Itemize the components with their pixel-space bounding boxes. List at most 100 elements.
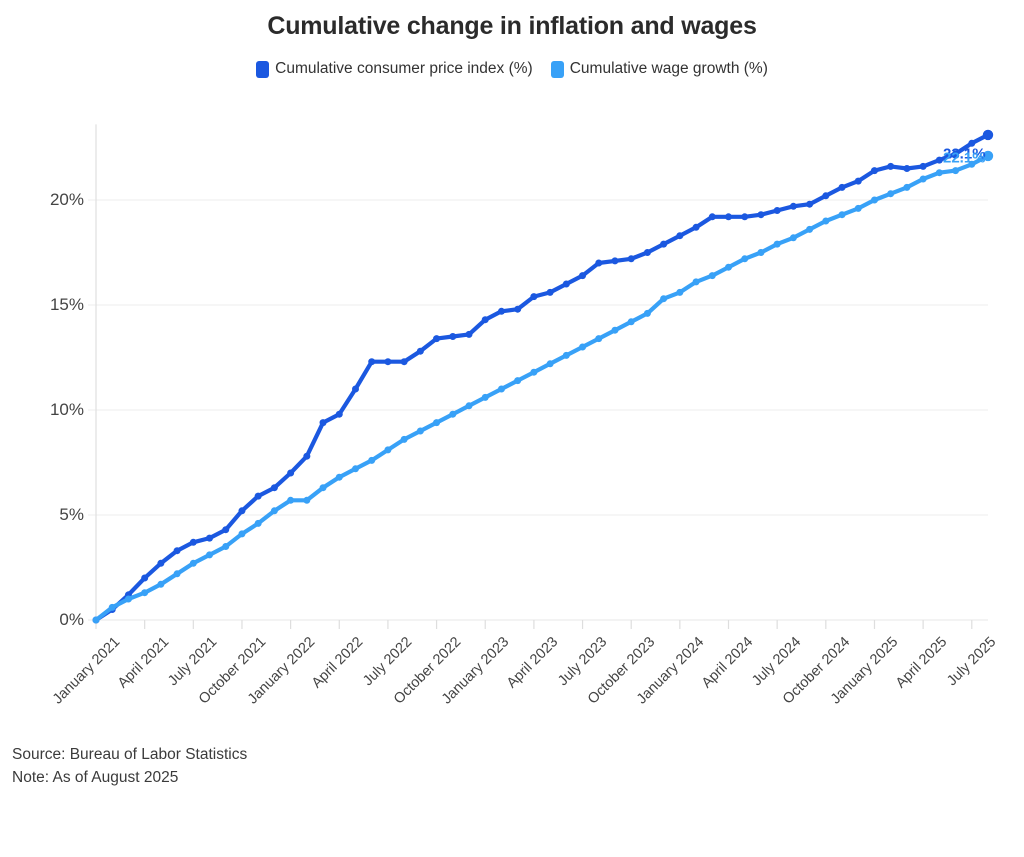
data-point[interactable] xyxy=(757,211,765,219)
data-point[interactable] xyxy=(562,351,570,359)
data-point[interactable] xyxy=(141,574,149,582)
data-point[interactable] xyxy=(400,435,408,443)
data-point[interactable] xyxy=(773,240,781,248)
data-point[interactable] xyxy=(141,589,149,597)
data-point[interactable] xyxy=(968,139,976,147)
data-point[interactable] xyxy=(692,278,700,286)
data-point[interactable] xyxy=(643,309,651,317)
data-point[interactable] xyxy=(530,368,538,376)
data-point[interactable] xyxy=(741,213,749,221)
data-point[interactable] xyxy=(822,192,830,200)
data-point[interactable] xyxy=(254,492,262,500)
data-point[interactable] xyxy=(725,263,733,271)
data-point[interactable] xyxy=(368,358,376,366)
data-point[interactable] xyxy=(173,547,181,555)
data-point[interactable] xyxy=(465,330,473,338)
data-point[interactable] xyxy=(335,473,343,481)
data-point[interactable] xyxy=(254,519,262,527)
data-point[interactable] xyxy=(660,295,668,303)
data-point[interactable] xyxy=(497,307,505,315)
data-point[interactable] xyxy=(497,385,505,393)
data-point[interactable] xyxy=(789,202,797,210)
legend-item-wages[interactable]: Cumulative wage growth (%) xyxy=(550,60,768,78)
data-point[interactable] xyxy=(854,204,862,212)
data-point[interactable] xyxy=(919,162,927,170)
data-point[interactable] xyxy=(157,559,165,567)
data-point[interactable] xyxy=(319,419,327,427)
data-point[interactable] xyxy=(692,223,700,231)
data-point-last[interactable] xyxy=(982,129,994,141)
data-point[interactable] xyxy=(838,211,846,219)
data-point[interactable] xyxy=(887,162,895,170)
data-point[interactable] xyxy=(206,551,214,559)
data-point[interactable] xyxy=(465,402,473,410)
data-point[interactable] xyxy=(157,580,165,588)
data-point[interactable] xyxy=(238,530,246,538)
data-point[interactable] xyxy=(562,280,570,288)
data-point[interactable] xyxy=(870,196,878,204)
data-point[interactable] xyxy=(433,335,441,343)
data-point[interactable] xyxy=(287,496,295,504)
data-point[interactable] xyxy=(368,456,376,464)
data-point[interactable] xyxy=(676,232,684,240)
legend-item-cpi[interactable]: Cumulative consumer price index (%) xyxy=(256,60,533,78)
data-point[interactable] xyxy=(351,385,359,393)
data-point[interactable] xyxy=(952,150,960,158)
data-point[interactable] xyxy=(903,165,911,172)
data-point[interactable] xyxy=(822,217,830,225)
data-point[interactable] xyxy=(92,616,100,624)
data-point[interactable] xyxy=(270,484,278,492)
data-point[interactable] xyxy=(303,496,311,504)
data-point[interactable] xyxy=(741,255,749,263)
data-point[interactable] xyxy=(643,249,651,256)
data-point[interactable] xyxy=(611,326,619,334)
data-point[interactable] xyxy=(838,183,846,191)
data-point[interactable] xyxy=(935,156,943,164)
data-point[interactable] xyxy=(222,543,230,550)
data-point[interactable] xyxy=(222,526,230,534)
data-point[interactable] xyxy=(189,538,197,546)
data-point[interactable] xyxy=(287,469,295,477)
data-point[interactable] xyxy=(952,167,960,175)
data-point[interactable] xyxy=(968,160,976,168)
data-point[interactable] xyxy=(449,333,457,340)
data-point[interactable] xyxy=(660,240,668,248)
data-point[interactable] xyxy=(416,347,424,355)
data-point[interactable] xyxy=(935,169,943,177)
data-point[interactable] xyxy=(627,255,635,263)
data-point[interactable] xyxy=(351,465,359,473)
data-point[interactable] xyxy=(806,225,814,233)
data-point[interactable] xyxy=(514,305,522,313)
data-point[interactable] xyxy=(335,410,343,418)
data-point[interactable] xyxy=(676,288,684,296)
data-point[interactable] xyxy=(449,410,457,418)
data-point[interactable] xyxy=(579,272,587,280)
data-point[interactable] xyxy=(124,595,132,603)
data-point[interactable] xyxy=(757,249,765,256)
data-point[interactable] xyxy=(433,419,441,427)
data-point[interactable] xyxy=(919,175,927,183)
data-point[interactable] xyxy=(189,559,197,567)
data-point[interactable] xyxy=(108,603,116,611)
data-point[interactable] xyxy=(206,534,214,542)
data-point[interactable] xyxy=(514,377,522,385)
data-point[interactable] xyxy=(870,167,878,175)
data-point[interactable] xyxy=(903,183,911,191)
data-point[interactable] xyxy=(627,318,635,326)
data-point[interactable] xyxy=(595,335,603,343)
data-point[interactable] xyxy=(887,190,895,198)
data-point[interactable] xyxy=(708,272,716,280)
data-point[interactable] xyxy=(789,234,797,242)
data-point[interactable] xyxy=(481,316,489,324)
data-point[interactable] xyxy=(725,213,733,221)
data-point[interactable] xyxy=(806,200,814,208)
data-point[interactable] xyxy=(319,484,327,492)
data-point[interactable] xyxy=(546,288,554,296)
data-point[interactable] xyxy=(384,358,392,366)
data-point[interactable] xyxy=(854,177,862,185)
data-point[interactable] xyxy=(416,427,424,435)
data-point[interactable] xyxy=(611,257,619,265)
data-point[interactable] xyxy=(708,213,716,221)
data-point[interactable] xyxy=(546,360,554,368)
data-point[interactable] xyxy=(579,343,587,351)
